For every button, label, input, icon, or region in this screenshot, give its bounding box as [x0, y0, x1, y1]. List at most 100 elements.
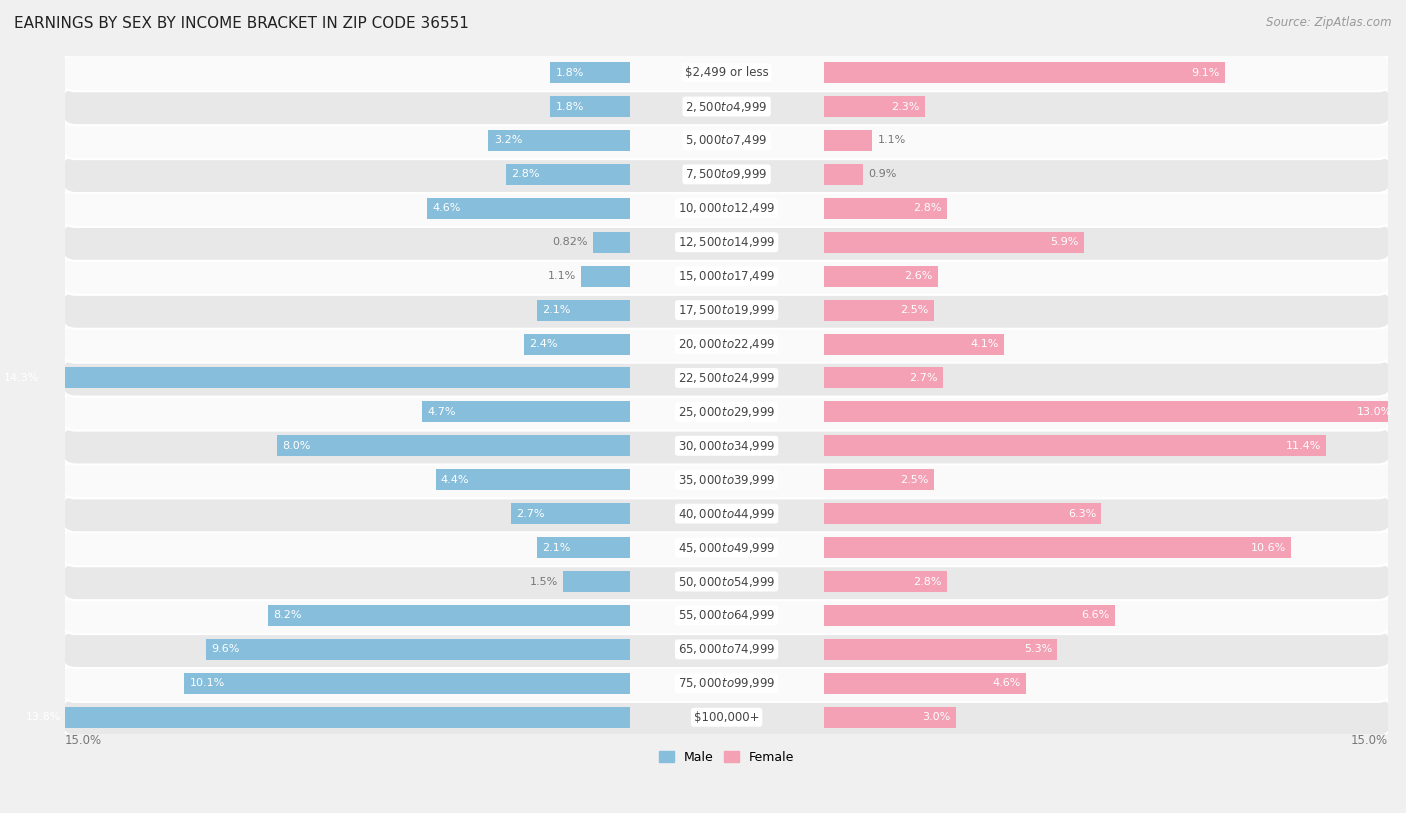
Bar [824, 164, 863, 185]
Bar [510, 503, 630, 524]
Text: 2.8%: 2.8% [914, 203, 942, 213]
FancyBboxPatch shape [63, 258, 1391, 295]
Text: 4.1%: 4.1% [970, 339, 1000, 349]
Bar [427, 198, 630, 219]
Bar [824, 402, 1398, 423]
Text: 1.5%: 1.5% [530, 576, 558, 586]
Bar [524, 333, 630, 354]
Text: 2.5%: 2.5% [900, 475, 928, 485]
Bar [184, 673, 630, 693]
Text: $65,000 to $74,999: $65,000 to $74,999 [678, 642, 775, 656]
Text: 10.1%: 10.1% [190, 678, 225, 689]
Text: 2.8%: 2.8% [512, 169, 540, 180]
Text: $50,000 to $54,999: $50,000 to $54,999 [678, 575, 775, 589]
Bar [824, 537, 1291, 558]
Bar [824, 198, 948, 219]
Text: $20,000 to $22,499: $20,000 to $22,499 [678, 337, 775, 351]
Text: 8.2%: 8.2% [273, 611, 302, 620]
Bar [824, 62, 1225, 83]
Text: $2,499 or less: $2,499 or less [685, 66, 769, 79]
Text: $22,500 to $24,999: $22,500 to $24,999 [678, 371, 775, 385]
Bar [422, 402, 630, 423]
Text: 15.0%: 15.0% [1351, 734, 1388, 747]
Text: 1.1%: 1.1% [877, 136, 905, 146]
Text: 2.8%: 2.8% [914, 576, 942, 586]
Text: EARNINGS BY SEX BY INCOME BRACKET IN ZIP CODE 36551: EARNINGS BY SEX BY INCOME BRACKET IN ZIP… [14, 16, 470, 31]
Text: 2.1%: 2.1% [543, 542, 571, 553]
Text: 4.6%: 4.6% [993, 678, 1021, 689]
FancyBboxPatch shape [63, 495, 1391, 533]
Bar [824, 299, 934, 320]
Bar [277, 435, 630, 456]
Text: 3.2%: 3.2% [494, 136, 522, 146]
Text: 6.3%: 6.3% [1069, 509, 1097, 519]
Text: 3.0%: 3.0% [922, 712, 950, 722]
FancyBboxPatch shape [63, 631, 1391, 668]
Text: $7,500 to $9,999: $7,500 to $9,999 [685, 167, 768, 181]
Text: 13.0%: 13.0% [1357, 406, 1392, 417]
Bar [269, 605, 630, 626]
Bar [824, 706, 956, 728]
Text: 11.4%: 11.4% [1285, 441, 1322, 450]
FancyBboxPatch shape [63, 88, 1391, 125]
Text: 6.6%: 6.6% [1081, 611, 1109, 620]
Text: 5.9%: 5.9% [1050, 237, 1078, 247]
Bar [436, 469, 630, 490]
Bar [564, 571, 630, 592]
Text: $35,000 to $39,999: $35,000 to $39,999 [678, 472, 775, 487]
FancyBboxPatch shape [63, 664, 1391, 702]
Bar [488, 130, 630, 151]
FancyBboxPatch shape [63, 563, 1391, 600]
Bar [824, 333, 1004, 354]
Bar [824, 673, 1026, 693]
Bar [537, 537, 630, 558]
FancyBboxPatch shape [63, 393, 1391, 431]
Text: Source: ZipAtlas.com: Source: ZipAtlas.com [1267, 16, 1392, 29]
Text: 9.6%: 9.6% [211, 645, 240, 654]
Bar [824, 232, 1084, 253]
FancyBboxPatch shape [63, 224, 1391, 261]
Text: 2.7%: 2.7% [908, 373, 938, 383]
Text: 2.6%: 2.6% [904, 272, 934, 281]
Text: $15,000 to $17,499: $15,000 to $17,499 [678, 269, 775, 283]
Bar [581, 266, 630, 287]
Text: 1.1%: 1.1% [547, 272, 576, 281]
Text: $2,500 to $4,999: $2,500 to $4,999 [685, 99, 768, 114]
Text: $17,500 to $19,999: $17,500 to $19,999 [678, 303, 775, 317]
Text: $75,000 to $99,999: $75,000 to $99,999 [678, 676, 775, 690]
Text: $55,000 to $64,999: $55,000 to $64,999 [678, 608, 775, 623]
Bar [824, 266, 938, 287]
Text: 2.7%: 2.7% [516, 509, 544, 519]
Text: 0.82%: 0.82% [553, 237, 588, 247]
Text: 4.6%: 4.6% [432, 203, 460, 213]
Text: $12,500 to $14,999: $12,500 to $14,999 [678, 235, 775, 250]
Text: 5.3%: 5.3% [1024, 645, 1052, 654]
Text: 14.3%: 14.3% [4, 373, 39, 383]
Text: 1.8%: 1.8% [555, 102, 583, 111]
Text: $5,000 to $7,499: $5,000 to $7,499 [685, 133, 768, 147]
Bar [207, 639, 630, 660]
Bar [824, 367, 942, 389]
FancyBboxPatch shape [63, 461, 1391, 498]
Bar [21, 706, 630, 728]
Text: 2.3%: 2.3% [891, 102, 920, 111]
Bar [824, 435, 1326, 456]
Bar [550, 62, 630, 83]
Bar [0, 367, 630, 389]
FancyBboxPatch shape [63, 325, 1391, 363]
Text: 9.1%: 9.1% [1191, 67, 1219, 77]
FancyBboxPatch shape [63, 427, 1391, 464]
Text: $10,000 to $12,499: $10,000 to $12,499 [678, 202, 775, 215]
FancyBboxPatch shape [63, 698, 1391, 736]
FancyBboxPatch shape [63, 291, 1391, 328]
Text: $25,000 to $29,999: $25,000 to $29,999 [678, 405, 775, 419]
Text: 10.6%: 10.6% [1250, 542, 1285, 553]
Bar [824, 571, 948, 592]
FancyBboxPatch shape [63, 189, 1391, 227]
Text: 0.9%: 0.9% [869, 169, 897, 180]
FancyBboxPatch shape [63, 54, 1391, 91]
Bar [824, 605, 1115, 626]
Bar [824, 130, 872, 151]
Bar [506, 164, 630, 185]
Text: 8.0%: 8.0% [283, 441, 311, 450]
